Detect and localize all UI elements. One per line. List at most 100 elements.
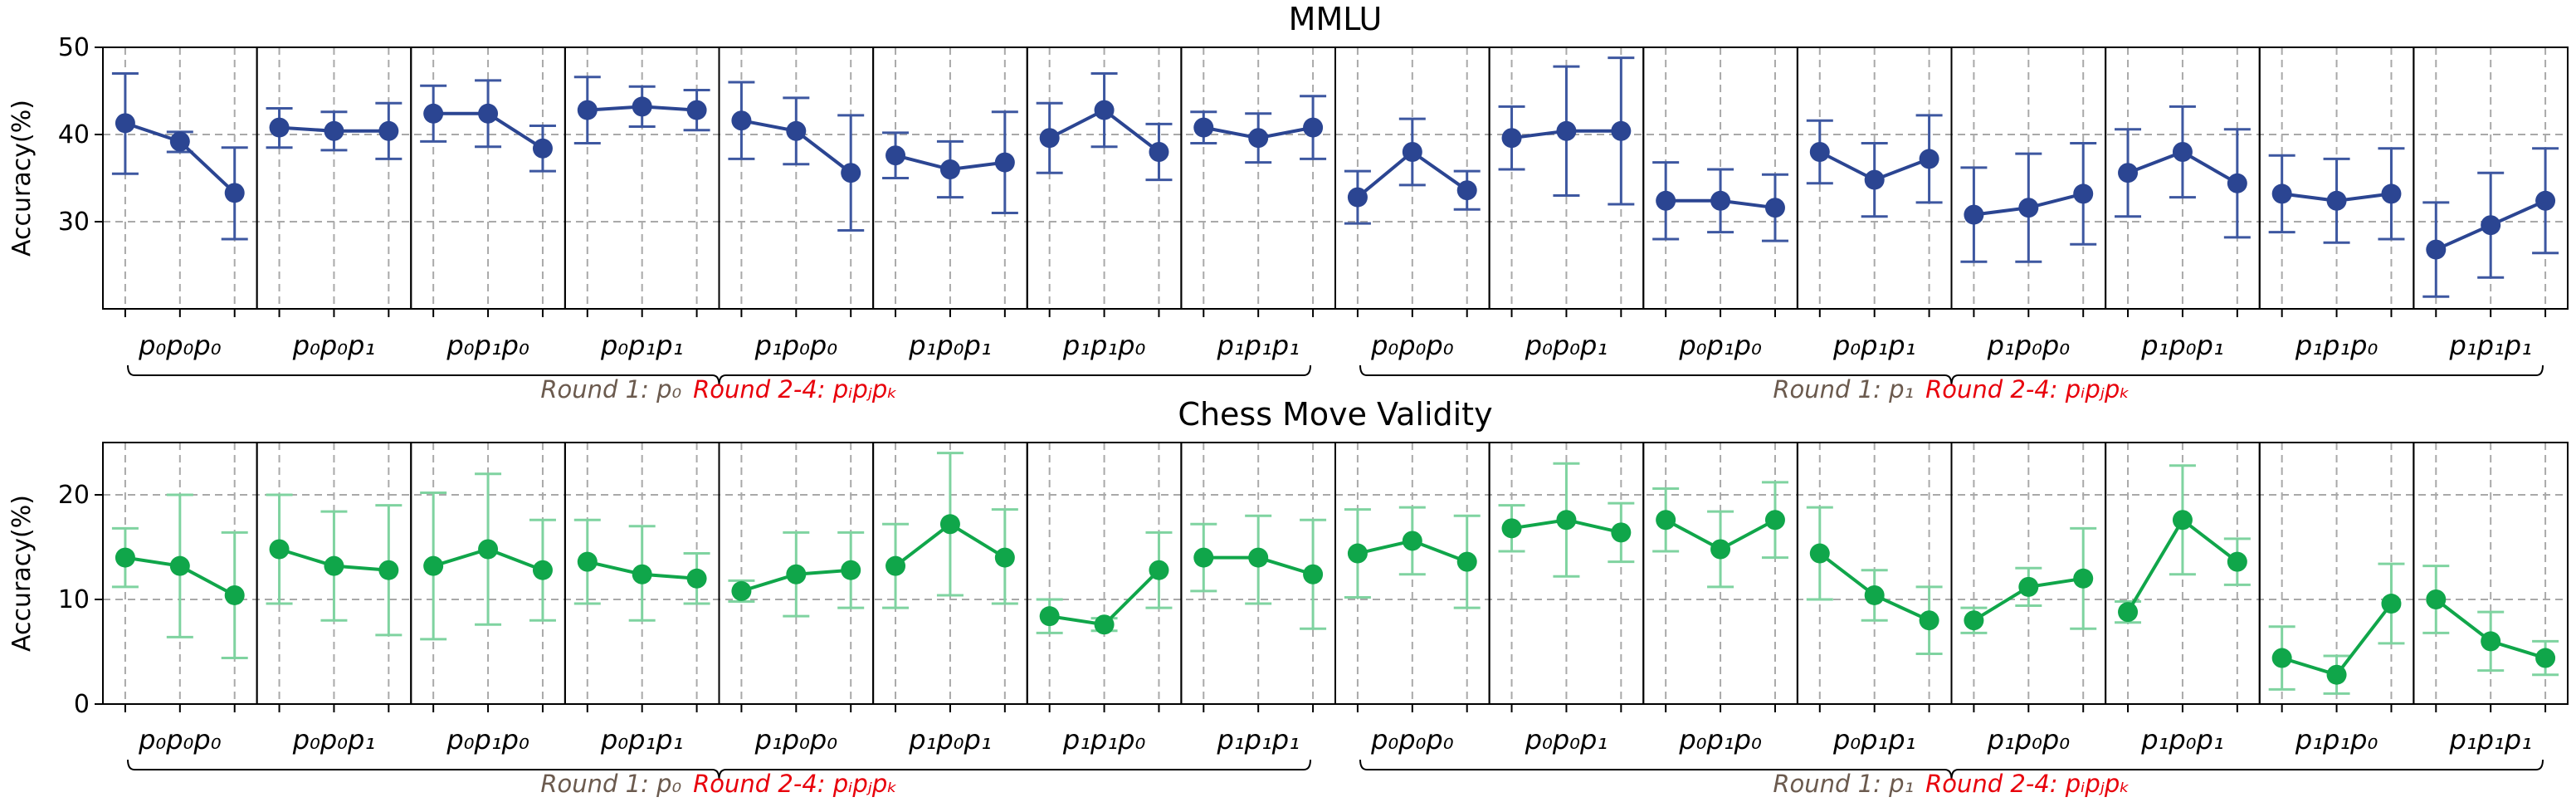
panel-title: Chess Move Validity [1178,396,1492,433]
subplot-x-label: p₀p₀p₁ [1525,724,1608,756]
data-point [532,560,553,580]
data-point [1149,560,1169,580]
data-point [1611,120,1632,141]
subplot-x-label: p₀p₀p₀ [1370,330,1454,361]
data-point [731,110,752,131]
data-point [786,564,807,584]
data-point [2073,568,2094,589]
data-point [1347,187,1368,208]
subplot-x-label: p₀p₁p₀ [1678,724,1762,756]
data-point [423,555,444,576]
data-point [1303,564,1324,584]
subplot-x-label: p₁p₁p₁ [2448,330,2531,361]
data-point [2271,648,2292,668]
subplot-x-label: p₁p₀p₁ [2140,330,2223,361]
data-point [1094,100,1115,120]
subplot-x-label: p₁p₀p₁ [908,330,991,361]
subplot-frame [2413,442,2569,705]
data-point [2535,648,2556,668]
data-point [2018,198,2039,218]
data-point [1710,190,1731,211]
data-point [423,103,444,124]
y-tick-label: 40 [58,120,90,149]
subplot-x-label: p₁p₁p₁ [2448,724,2531,756]
data-point [786,120,807,141]
data-point [577,551,598,572]
data-point [994,547,1015,568]
data-point [1919,149,1939,169]
data-point [1556,510,1577,531]
data-point [1402,142,1422,162]
data-point [1501,518,1522,539]
data-point [1303,117,1324,138]
subplot-x-label: p₁p₁p₀ [2295,724,2378,756]
group-brace [127,364,1311,386]
data-point [731,580,752,601]
subplot-x-label: p₁p₁p₀ [1062,330,1146,361]
data-point [324,555,344,576]
y-axis-label: Accuracy(%) [7,495,37,652]
data-point [1248,128,1269,149]
data-point [2018,576,2039,597]
group-label-round1: Round 1: p₀ [540,375,681,404]
subplot-x-label: p₀p₀p₀ [1370,724,1454,756]
subplot-x-label: p₀p₁p₀ [446,724,529,756]
subplot-x-label: p₀p₁p₁ [600,330,683,361]
data-point [1656,510,1676,531]
data-point [1964,610,1984,631]
group-label: Round 1: p₁ Round 2-4: pᵢpⱼpₖ [1773,770,2130,798]
data-point [1710,539,1731,560]
data-point [1149,142,1169,162]
group-label-round2: Round 2-4: pᵢpⱼpₖ [693,770,897,798]
data-point [269,117,290,138]
data-point [939,159,960,179]
data-point [1556,120,1577,141]
data-point [2326,664,2347,685]
y-tick-label: 30 [58,208,90,237]
group-brace [1359,759,2544,780]
data-point [2073,183,2094,204]
data-point [169,555,190,576]
data-point [886,555,906,576]
data-point [2172,142,2193,162]
data-point [1501,128,1522,149]
data-point [169,131,190,152]
data-point [1193,117,1214,138]
subplot-x-label: p₁p₁p₀ [2295,330,2378,361]
subplot-x-label: p₀p₁p₁ [600,724,683,756]
data-point [2381,594,2402,614]
data-point [1193,547,1214,568]
subplot-x-label: p₁p₀p₁ [908,724,991,756]
subplot-x-label: p₁p₀p₀ [754,724,838,756]
data-point [2172,510,2193,531]
data-point [686,100,707,120]
group-brace [1359,364,2544,386]
data-point [224,183,245,203]
data-point [115,113,135,134]
data-point [1656,190,1676,211]
data-point [1864,584,1885,605]
data-point [686,568,707,589]
chess-panel: Chess Move Validity Accuracy(%) 0 10 20 p₀p₀p… [7,396,2569,798]
data-point [478,539,499,560]
group-brace [127,759,1311,780]
data-point [378,560,399,580]
data-point [269,539,290,560]
subplot-x-label: p₁p₁p₁ [1216,330,1299,361]
data-point [1809,543,1830,564]
subplot-x-label: p₁p₀p₀ [1987,724,2071,756]
subplot-x-label: p₀p₀p₁ [1525,330,1608,361]
group-label: Round 1: p₁ Round 2-4: pᵢpⱼpₖ [1773,375,2130,404]
y-tick-label: 50 [58,33,90,62]
group-label-round1: Round 1: p₁ [1773,770,1914,798]
data-point [1039,128,1060,149]
subplot-x-label: p₀p₁p₀ [1678,330,1762,361]
subplot-x-label: p₀p₁p₀ [446,330,529,361]
data-point [2227,173,2247,193]
data-point [1611,522,1632,543]
data-point [1764,198,1785,218]
mmlu-panel: MMLU Accuracy(%) 30 40 50 p₀p₀p₀ p₀p₀p₁ p₀p₁p₀ p… [7,1,2569,404]
data-point [224,584,245,605]
data-point [378,120,399,141]
data-point [1864,169,1885,190]
